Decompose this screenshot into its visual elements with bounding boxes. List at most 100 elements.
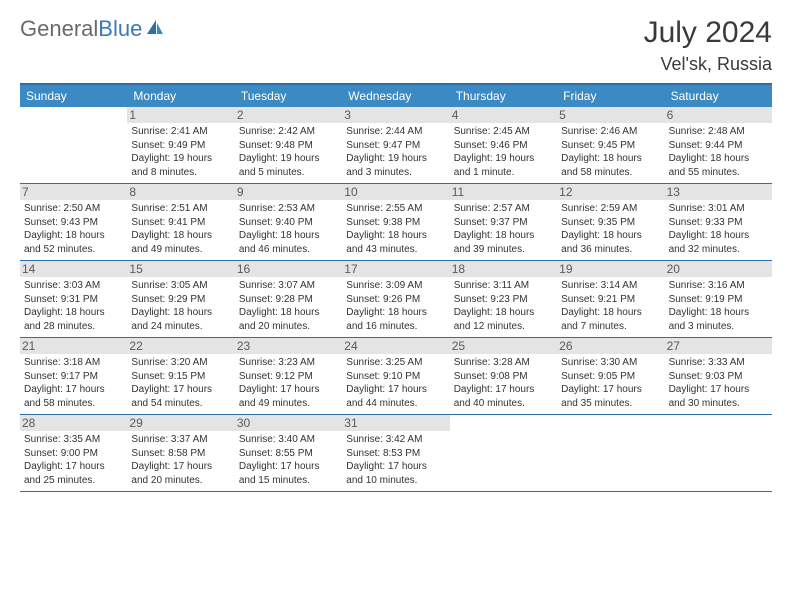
info-line: Sunset: 9:41 PM: [131, 216, 230, 230]
info-line: and 16 minutes.: [346, 320, 445, 334]
info-line: Sunset: 9:38 PM: [346, 216, 445, 230]
day-info: Sunrise: 3:18 AMSunset: 9:17 PMDaylight:…: [24, 356, 123, 410]
info-line: Daylight: 18 hours: [239, 229, 338, 243]
day-number: 16: [235, 261, 342, 277]
info-line: and 32 minutes.: [669, 243, 768, 257]
info-line: Sunrise: 2:53 AM: [239, 202, 338, 216]
info-line: Sunrise: 3:03 AM: [24, 279, 123, 293]
info-line: and 39 minutes.: [454, 243, 553, 257]
info-line: and 25 minutes.: [24, 474, 123, 488]
info-line: Daylight: 18 hours: [24, 229, 123, 243]
day-number: 18: [450, 261, 557, 277]
info-line: Sunrise: 3:11 AM: [454, 279, 553, 293]
info-line: and 3 minutes.: [346, 166, 445, 180]
info-line: Daylight: 17 hours: [454, 383, 553, 397]
info-line: Sunset: 9:05 PM: [561, 370, 660, 384]
info-line: and 7 minutes.: [561, 320, 660, 334]
info-line: Sunrise: 3:01 AM: [669, 202, 768, 216]
info-line: Sunrise: 2:51 AM: [131, 202, 230, 216]
info-line: Daylight: 18 hours: [561, 229, 660, 243]
info-line: Daylight: 19 hours: [346, 152, 445, 166]
calendar-cell: 29 Sunrise: 3:37 AMSunset: 8:58 PMDayligh…: [127, 415, 234, 492]
info-line: Sunrise: 3:09 AM: [346, 279, 445, 293]
info-line: Sunset: 9:17 PM: [24, 370, 123, 384]
info-line: Daylight: 18 hours: [454, 306, 553, 320]
info-line: Sunrise: 3:20 AM: [131, 356, 230, 370]
info-line: Sunset: 9:10 PM: [346, 370, 445, 384]
day-info: Sunrise: 3:05 AMSunset: 9:29 PMDaylight:…: [131, 279, 230, 333]
calendar-cell: 13Sunrise: 3:01 AMSunset: 9:33 PMDayligh…: [665, 184, 772, 261]
info-line: and 20 minutes.: [131, 474, 230, 488]
info-line: Daylight: 18 hours: [346, 306, 445, 320]
calendar-cell: 18 Sunrise: 3:11 AMSunset: 9:23 PMDayligh…: [450, 261, 557, 338]
info-line: and 46 minutes.: [239, 243, 338, 257]
info-line: Daylight: 18 hours: [561, 306, 660, 320]
dayhead: Tuesday: [235, 85, 342, 107]
day-info: Sunrise: 2:48 AMSunset: 9:44 PMDaylight:…: [669, 125, 768, 179]
info-line: and 1 minute.: [454, 166, 553, 180]
info-line: Sunrise: 2:42 AM: [239, 125, 338, 139]
info-line: Sunrise: 3:35 AM: [24, 433, 123, 447]
day-number: 6: [665, 107, 772, 123]
day-number: 3: [342, 107, 449, 123]
day-number: 13: [665, 184, 772, 200]
header: GeneralBlue July 2024 Vel'sk, Russia: [20, 16, 772, 75]
day-number: 10: [342, 184, 449, 200]
day-number: 29: [127, 415, 234, 431]
info-line: Sunset: 9:49 PM: [131, 139, 230, 153]
info-line: and 49 minutes.: [239, 397, 338, 411]
calendar-cell: 10Sunrise: 2:55 AMSunset: 9:38 PMDayligh…: [342, 184, 449, 261]
info-line: Daylight: 17 hours: [346, 460, 445, 474]
calendar-cell: 28Sunrise: 3:35 AMSunset: 9:00 PMDayligh…: [20, 415, 127, 492]
info-line: and 52 minutes.: [24, 243, 123, 257]
info-line: and 10 minutes.: [346, 474, 445, 488]
dayhead: Wednesday: [342, 85, 449, 107]
info-line: Daylight: 17 hours: [131, 383, 230, 397]
info-line: Daylight: 17 hours: [131, 460, 230, 474]
info-line: Sunrise: 2:48 AM: [669, 125, 768, 139]
day-info: Sunrise: 3:16 AMSunset: 9:19 PMDaylight:…: [669, 279, 768, 333]
info-line: Sunset: 9:08 PM: [454, 370, 553, 384]
info-line: Sunrise: 3:23 AM: [239, 356, 338, 370]
info-line: Sunset: 9:40 PM: [239, 216, 338, 230]
day-info: Sunrise: 2:57 AMSunset: 9:37 PMDaylight:…: [454, 202, 553, 256]
calendar-cell: [557, 415, 664, 492]
info-line: Sunset: 9:47 PM: [346, 139, 445, 153]
info-line: Sunset: 8:58 PM: [131, 447, 230, 461]
info-line: and 54 minutes.: [131, 397, 230, 411]
info-line: Sunset: 9:43 PM: [24, 216, 123, 230]
info-line: and 35 minutes.: [561, 397, 660, 411]
info-line: Sunrise: 2:46 AM: [561, 125, 660, 139]
info-line: Sunrise: 2:45 AM: [454, 125, 553, 139]
day-info: Sunrise: 2:41 AMSunset: 9:49 PMDaylight:…: [131, 125, 230, 179]
info-line: and 12 minutes.: [454, 320, 553, 334]
info-line: and 28 minutes.: [24, 320, 123, 334]
info-line: Sunrise: 3:28 AM: [454, 356, 553, 370]
calendar-cell: 5Sunrise: 2:46 AMSunset: 9:45 PMDaylight…: [557, 107, 664, 184]
info-line: Daylight: 17 hours: [561, 383, 660, 397]
info-line: Sunset: 8:55 PM: [239, 447, 338, 461]
info-line: and 43 minutes.: [346, 243, 445, 257]
info-line: Sunset: 9:12 PM: [239, 370, 338, 384]
info-line: Sunset: 9:46 PM: [454, 139, 553, 153]
info-line: Sunset: 9:23 PM: [454, 293, 553, 307]
day-number: 31: [342, 415, 449, 431]
logo: GeneralBlue: [20, 16, 165, 42]
info-line: Sunset: 9:19 PM: [669, 293, 768, 307]
day-info: Sunrise: 2:50 AMSunset: 9:43 PMDaylight:…: [24, 202, 123, 256]
info-line: Sunrise: 3:37 AM: [131, 433, 230, 447]
info-line: Sunset: 9:45 PM: [561, 139, 660, 153]
title-block: July 2024 Vel'sk, Russia: [644, 16, 772, 75]
info-line: Sunset: 9:03 PM: [669, 370, 768, 384]
info-line: Sunrise: 3:05 AM: [131, 279, 230, 293]
info-line: Daylight: 18 hours: [346, 229, 445, 243]
info-line: Sunset: 9:44 PM: [669, 139, 768, 153]
info-line: Daylight: 18 hours: [669, 229, 768, 243]
info-line: Sunset: 9:29 PM: [131, 293, 230, 307]
day-number: 8: [127, 184, 234, 200]
calendar-cell: 15Sunrise: 3:05 AMSunset: 9:29 PMDayligh…: [127, 261, 234, 338]
calendar-cell: 21Sunrise: 3:18 AMSunset: 9:17 PMDayligh…: [20, 338, 127, 415]
info-line: and 15 minutes.: [239, 474, 338, 488]
day-number: 19: [557, 261, 664, 277]
info-line: Sunset: 9:37 PM: [454, 216, 553, 230]
